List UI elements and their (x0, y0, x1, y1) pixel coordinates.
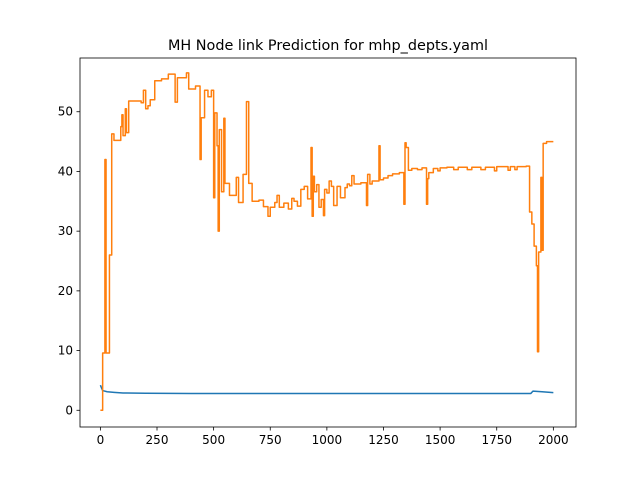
y-tick-label: 0 (65, 403, 73, 417)
x-tick-label: 1500 (425, 433, 456, 447)
y-tick-label: 50 (58, 105, 73, 119)
x-tick-label: 1000 (312, 433, 343, 447)
series-line-1 (100, 72, 554, 412)
plot-frame (79, 57, 577, 428)
x-tick-label: 1750 (481, 433, 512, 447)
y-tick-label: 30 (58, 224, 73, 238)
y-tick-label: 20 (58, 284, 73, 298)
y-tick-label: 40 (58, 164, 73, 178)
x-tick-label: 1250 (368, 433, 399, 447)
x-tick-label: 500 (202, 433, 225, 447)
x-tick-label: 750 (259, 433, 282, 447)
x-tick-label: 2000 (538, 433, 569, 447)
x-tick-label: 0 (97, 433, 105, 447)
y-tick-label: 10 (58, 344, 73, 358)
chart-title: MH Node link Prediction for mhp_depts.ya… (168, 38, 488, 54)
series-layer (99, 72, 554, 412)
x-tick-label: 250 (146, 433, 169, 447)
axes-layer: 0 250 500 750 1000 1250 1500 1750 2000 0 10 20 30 40 5… (58, 57, 577, 447)
series-line-0 (99, 384, 554, 395)
